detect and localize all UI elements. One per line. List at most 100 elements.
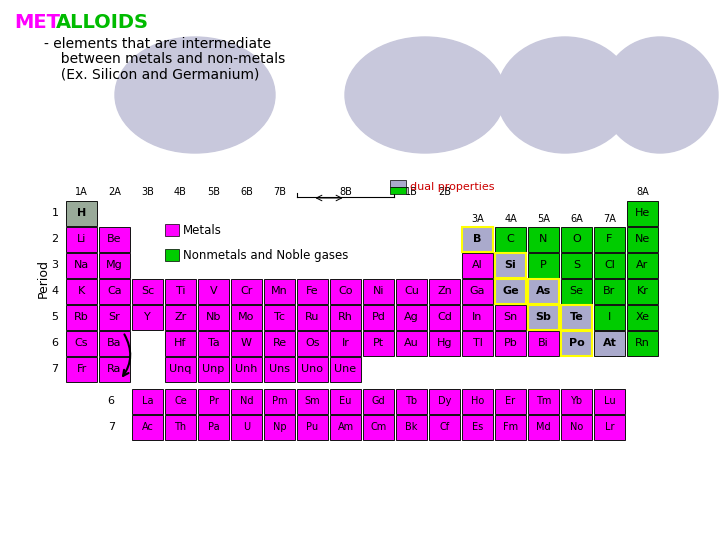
Text: ALLOIDS: ALLOIDS <box>56 12 149 31</box>
Text: (Ex. Silicon and Germanium): (Ex. Silicon and Germanium) <box>52 67 259 81</box>
Bar <box>560 253 592 278</box>
Bar <box>197 331 229 355</box>
Bar <box>462 305 493 329</box>
Bar <box>66 227 97 252</box>
Text: Unh: Unh <box>235 364 258 374</box>
Bar <box>495 415 526 440</box>
Bar <box>462 331 493 355</box>
Bar <box>330 331 361 355</box>
Text: Uns: Uns <box>269 364 290 374</box>
Bar <box>390 180 406 187</box>
Bar <box>297 279 328 303</box>
Text: Sb: Sb <box>536 312 552 322</box>
Bar <box>528 305 559 329</box>
Text: Cd: Cd <box>437 312 452 322</box>
Bar <box>164 357 196 381</box>
Text: Bi: Bi <box>538 338 549 348</box>
Bar <box>528 227 559 252</box>
Text: N: N <box>539 234 548 244</box>
Bar <box>164 279 196 303</box>
Bar <box>495 253 526 278</box>
Bar <box>330 279 361 303</box>
Text: Mo: Mo <box>238 312 255 322</box>
Text: P: P <box>540 260 547 270</box>
Text: 5A: 5A <box>537 214 550 224</box>
Text: Hg: Hg <box>437 338 452 348</box>
Text: Rh: Rh <box>338 312 353 322</box>
Text: He: He <box>635 208 650 218</box>
Text: Se: Se <box>570 286 583 296</box>
Text: between metals and non-metals: between metals and non-metals <box>52 52 285 66</box>
Bar <box>230 305 262 329</box>
Text: Pd: Pd <box>372 312 385 322</box>
Bar <box>593 331 625 355</box>
Bar <box>164 331 196 355</box>
Bar <box>66 279 97 303</box>
Bar <box>626 201 658 226</box>
Text: Xe: Xe <box>636 312 649 322</box>
Bar <box>428 331 460 355</box>
Text: Period: Period <box>37 259 50 298</box>
Bar <box>495 389 526 414</box>
Bar <box>164 415 196 440</box>
Bar <box>264 357 295 381</box>
Text: H: H <box>77 208 86 218</box>
Bar <box>99 227 130 252</box>
Text: Ne: Ne <box>635 234 650 244</box>
Text: Une: Une <box>334 364 356 374</box>
Text: Tm: Tm <box>536 396 552 406</box>
Text: Mn: Mn <box>271 286 288 296</box>
Bar <box>395 389 427 414</box>
Ellipse shape <box>115 37 275 153</box>
Text: Yb: Yb <box>570 396 582 406</box>
Bar <box>66 331 97 355</box>
Text: At: At <box>603 338 616 348</box>
Bar <box>297 357 328 381</box>
Text: Gd: Gd <box>372 396 385 406</box>
Bar <box>528 305 559 329</box>
Text: Tl: Tl <box>472 338 482 348</box>
Bar <box>626 331 658 355</box>
Bar <box>528 279 559 303</box>
Bar <box>626 305 658 329</box>
Text: Eu: Eu <box>339 396 351 406</box>
Bar <box>330 415 361 440</box>
Text: As: As <box>536 286 551 296</box>
Text: Zn: Zn <box>437 286 452 296</box>
Text: Po: Po <box>569 338 585 348</box>
Text: Hf: Hf <box>174 338 186 348</box>
Bar <box>462 227 493 252</box>
Text: Cl: Cl <box>604 260 615 270</box>
Text: Metals: Metals <box>183 224 222 237</box>
Text: Li: Li <box>77 234 86 244</box>
Bar <box>330 305 361 329</box>
Text: Au: Au <box>404 338 419 348</box>
Text: Tc: Tc <box>274 312 285 322</box>
Bar <box>66 201 97 226</box>
Text: Br: Br <box>603 286 616 296</box>
Text: O: O <box>572 234 581 244</box>
Text: In: In <box>472 312 482 322</box>
Text: Nd: Nd <box>240 396 253 406</box>
Text: La: La <box>142 396 153 406</box>
Text: Bk: Bk <box>405 422 418 432</box>
Bar <box>395 331 427 355</box>
Bar <box>99 253 130 278</box>
Bar <box>197 357 229 381</box>
Text: Co: Co <box>338 286 353 296</box>
Text: No: No <box>570 422 583 432</box>
Text: Si: Si <box>505 260 516 270</box>
Text: dual properties: dual properties <box>410 182 495 192</box>
Text: 1A: 1A <box>75 187 88 197</box>
Text: Pt: Pt <box>373 338 384 348</box>
Bar <box>230 415 262 440</box>
Text: Ni: Ni <box>373 286 384 296</box>
Bar <box>297 305 328 329</box>
Text: Fr: Fr <box>76 364 86 374</box>
Ellipse shape <box>497 37 633 153</box>
Text: Be: Be <box>107 234 122 244</box>
Bar <box>528 279 559 303</box>
Bar <box>165 224 179 236</box>
Text: Ce: Ce <box>174 396 187 406</box>
Bar <box>593 305 625 329</box>
